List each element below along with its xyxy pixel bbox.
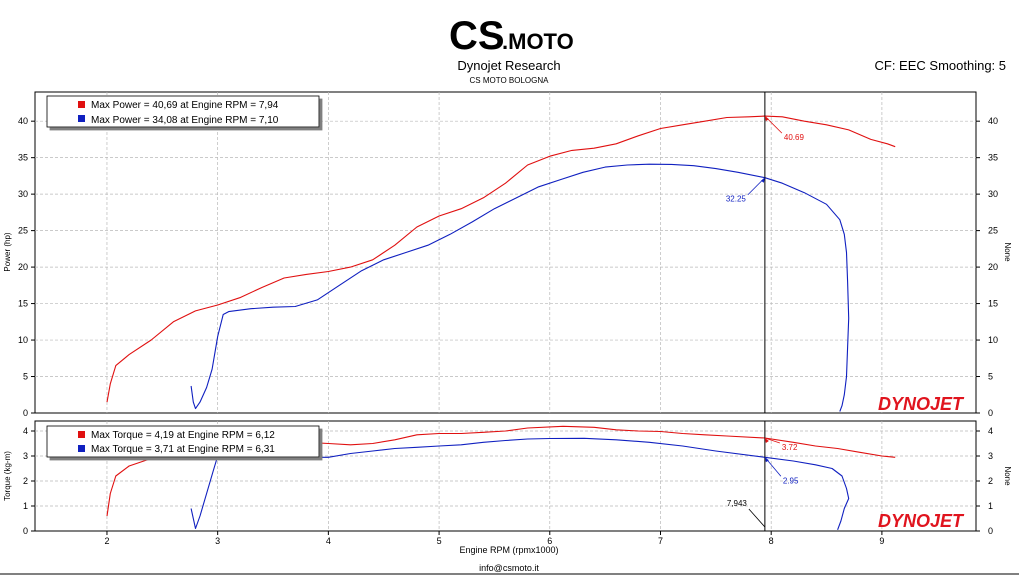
- y-tick-label: 3: [23, 451, 28, 461]
- dynojet-logo-icon: DYNOJET: [878, 394, 965, 414]
- x-tick-label: 6: [547, 536, 552, 546]
- y-tick-label: 35: [18, 153, 28, 163]
- power-ticks: 0 0 5 5 10 10 15 15 20 20 25 25 30 30 35 35 40 40: [18, 116, 998, 418]
- power-legend-blue: Max Power = 34,08 at Engine RPM = 7,10: [91, 115, 279, 126]
- y-tick-label-right: 0: [988, 526, 993, 536]
- y-tick-label-right: 15: [988, 299, 998, 309]
- x-tick-label: 8: [769, 536, 774, 546]
- y-tick-label: 30: [18, 189, 28, 199]
- x-tick-label: 7: [658, 536, 663, 546]
- cf-label: CF: EEC Smoothing: 5: [875, 58, 1007, 73]
- power-plot-frame: [34, 91, 977, 414]
- torque-ticks: 0 0 1 1 2 2 3 3 4 4 2 3 4 5 6 7 8 9: [23, 426, 993, 546]
- y-tick-label-right: 40: [988, 116, 998, 126]
- y-tick-label-right: 5: [988, 372, 993, 382]
- x-tick-label: 3: [215, 536, 220, 546]
- y-tick-label: 1: [23, 501, 28, 511]
- x-tick-label: 2: [104, 536, 109, 546]
- torque-legend-red: Max Torque = 4,19 at Engine RPM = 6,12: [91, 430, 275, 441]
- power-series-red: [106, 115, 896, 403]
- power-legend-red: Max Power = 40,69 at Engine RPM = 7,94: [91, 100, 279, 111]
- x-axis-label: Engine RPM (rpmx1000): [459, 545, 558, 555]
- footer-email: info@csmoto.it: [479, 563, 539, 573]
- chart-title: Dynojet Research: [457, 58, 560, 73]
- cursor-rpm-arrow: [748, 508, 766, 528]
- torque-legend-blue-swatch: [78, 445, 85, 452]
- y-tick-label-right: 2: [988, 476, 993, 486]
- logo-cs-icon: CS: [449, 14, 505, 58]
- cursor-annotation-label: 40.69: [784, 133, 805, 142]
- power-series: [106, 115, 896, 412]
- cursor-annotation-label: 2.95: [783, 476, 799, 485]
- y-tick-label: 40: [18, 116, 28, 126]
- cursor-annotation-arrowhead: [764, 457, 769, 463]
- x-tick-label: 9: [879, 536, 884, 546]
- y-tick-label: 4: [23, 426, 28, 436]
- torque-legend: [46, 425, 320, 458]
- y-tick-label: 2: [23, 476, 28, 486]
- y-tick-label-right: 10: [988, 335, 998, 345]
- cursor-annotation-label: 3.72: [782, 443, 798, 452]
- y-tick-label: 0: [23, 408, 28, 418]
- power-legend-blue-swatch: [78, 115, 85, 122]
- dynojet-logo-bottom: DYNOJET: [878, 511, 965, 531]
- y-tick-label: 20: [18, 262, 28, 272]
- cursor-annotation-label: 32.25: [726, 195, 747, 204]
- torque-ylabel: Torque (kg-m): [3, 451, 12, 501]
- y-tick-label-right: 30: [988, 189, 998, 199]
- torque-plot: 0 0 1 1 2 2 3 3 4 4 2 3 4 5 6 7 8 9 Torque (kg-m) None Ma…: [3, 420, 1012, 546]
- y-tick-label-right: 0: [988, 408, 993, 418]
- y-tick-label: 25: [18, 226, 28, 236]
- y-tick-label-right: 3: [988, 451, 993, 461]
- power-ylabel: Power (hp): [3, 232, 12, 271]
- x-tick-label: 4: [326, 536, 331, 546]
- cursor-rpm-label: 7,943: [727, 499, 748, 508]
- cursor-annotation-arrowhead: [764, 438, 769, 443]
- chart-subtitle: CS MOTO BOLOGNA: [470, 76, 550, 85]
- power-series-blue: [190, 163, 850, 412]
- cursor-annotation-arrowhead: [764, 116, 769, 122]
- y-tick-label-right: 25: [988, 226, 998, 236]
- power-plot: 0 0 5 5 10 10 15 15 20 20 25 25 30 30 35 35 40 40 Power (…: [3, 91, 1012, 418]
- power-legend-red-swatch: [78, 101, 85, 108]
- cursor-annotation-arrowhead: [760, 177, 765, 183]
- torque-ylabel-right: None: [1003, 466, 1012, 486]
- y-tick-label-right: 4: [988, 426, 993, 436]
- y-tick-label-right: 1: [988, 501, 993, 511]
- power-ylabel-right: None: [1003, 242, 1012, 262]
- dynojet-logo-top: DYNOJET: [878, 394, 965, 414]
- power-legend: [46, 95, 320, 128]
- rpm-cursor[interactable]: 40.69 32.25 3.72 2.95 7,943: [726, 92, 805, 531]
- y-tick-label: 15: [18, 299, 28, 309]
- y-tick-label: 0: [23, 526, 28, 536]
- y-tick-label: 5: [23, 372, 28, 382]
- y-tick-label-right: 35: [988, 153, 998, 163]
- logo-moto-text: .MOTO: [502, 29, 574, 54]
- y-tick-label: 10: [18, 335, 28, 345]
- torque-legend-blue: Max Torque = 3,71 at Engine RPM = 6,31: [91, 444, 275, 455]
- torque-legend-red-swatch: [78, 431, 85, 438]
- csmoto-logo: CS .MOTO: [449, 14, 574, 58]
- y-tick-label-right: 20: [988, 262, 998, 272]
- dynojet-logo-icon: DYNOJET: [878, 511, 965, 531]
- x-tick-label: 5: [437, 536, 442, 546]
- cursor-annotation-arrow: [764, 437, 781, 444]
